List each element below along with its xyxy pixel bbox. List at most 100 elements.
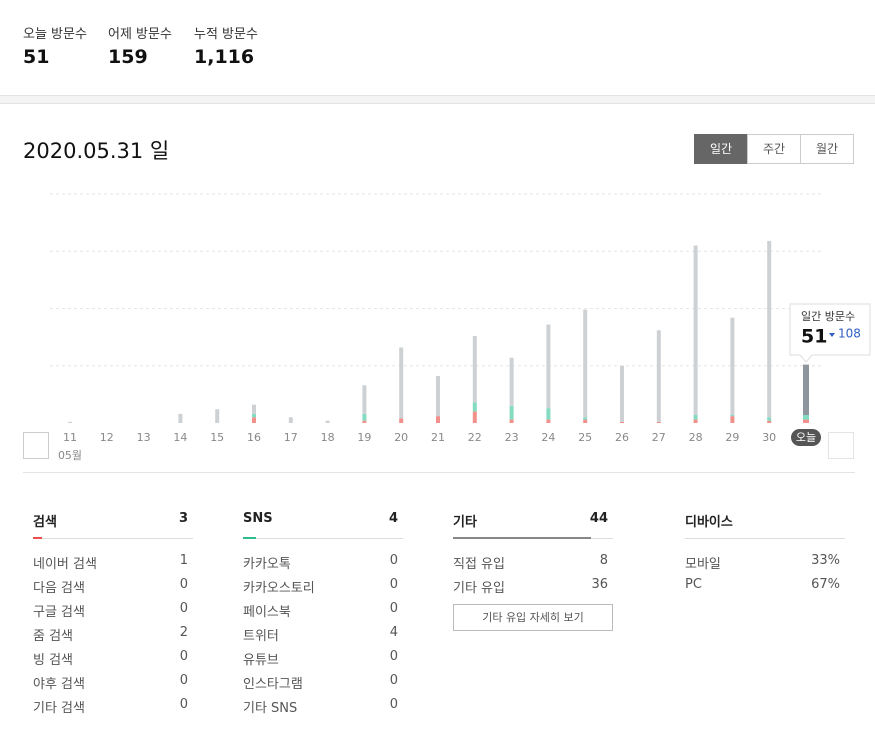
panel-underline: [685, 538, 845, 539]
row-value: 0: [389, 673, 398, 688]
panel-share-bar: [243, 537, 256, 539]
row-label: 모바일: [685, 557, 721, 572]
tooltip-value: 51: [801, 326, 827, 348]
panel-total: 3: [178, 511, 188, 526]
stat-label: 누적 방문수: [194, 27, 258, 42]
more-button[interactable]: 기타 유입 자세히 보기: [453, 604, 613, 631]
row-label: 유튜브: [243, 653, 279, 668]
bar-segment: [399, 418, 404, 423]
bar-segment: [656, 330, 661, 422]
row-value: 1: [179, 553, 188, 568]
bar-segment: [325, 420, 330, 423]
row-value: 0: [389, 601, 398, 616]
bar-segment: [583, 417, 588, 420]
divider-band: [0, 95, 875, 104]
x-tick-label: 23: [505, 431, 519, 444]
separator: [23, 472, 855, 473]
panel-share-bar: [33, 537, 43, 539]
row-value: 36: [591, 577, 608, 592]
panel-total: 44: [589, 511, 608, 526]
bar-segment: [803, 414, 809, 420]
x-tick-label: 19: [357, 431, 371, 444]
bar-segment: [436, 376, 440, 417]
x-tick-label: 15: [210, 431, 224, 444]
stat-value: 1,116: [194, 46, 255, 68]
bar-segment: [472, 411, 477, 423]
bar-segment: [509, 357, 514, 406]
next-button[interactable]: [828, 432, 854, 459]
bar-segment: [68, 421, 72, 423]
bar-segment: [436, 416, 440, 423]
row-label: 페이스북: [243, 605, 291, 620]
row-label: 다음 검색: [33, 581, 85, 596]
row-value: 8: [599, 553, 608, 568]
bar-segment: [620, 421, 624, 423]
row-value: 0: [389, 577, 398, 592]
x-tick-label: 12: [100, 431, 114, 444]
row-label: 야후 검색: [33, 677, 85, 692]
row-label: PC: [685, 577, 702, 592]
bar-segment: [215, 409, 220, 423]
bar-segment: [620, 365, 624, 422]
x-tick-label: 22: [468, 431, 482, 444]
x-tick-label: 17: [284, 431, 298, 444]
stat-label: 오늘 방문수: [23, 27, 87, 42]
row-label: 기타 SNS: [243, 701, 298, 716]
bar-segment: [693, 419, 698, 423]
row-value: 4: [389, 625, 398, 640]
x-tick-label: 25: [578, 431, 592, 444]
bar-segment: [399, 347, 404, 419]
tab[interactable]: 일간: [694, 134, 748, 164]
x-tick-label: 24: [541, 431, 555, 444]
tab[interactable]: 월간: [800, 134, 854, 164]
row-value: 67%: [811, 577, 840, 592]
bar-segment: [730, 414, 735, 417]
chart: 11 12 13 14 15 16 17 18 19 20 21 22 23 24 25 26 27 28 29 30…: [35, 193, 871, 462]
bar-segment: [767, 417, 772, 421]
x-tick-label: 21: [431, 431, 445, 444]
row-value: 0: [389, 553, 398, 568]
bar-segment: [252, 417, 256, 423]
today-pill: [791, 429, 821, 446]
row-label: 트위터: [243, 629, 279, 644]
bar-segment: [656, 421, 661, 423]
row-value: 0: [179, 673, 188, 688]
x-tick-label: 18: [321, 431, 335, 444]
row-value: 0: [389, 697, 398, 712]
panel-title: 기타: [453, 515, 477, 530]
bar-segment: [546, 324, 551, 409]
bar-segment: [767, 240, 772, 418]
row-value: 2: [179, 625, 188, 640]
panel-title: 디바이스: [685, 515, 733, 530]
tab[interactable]: 주간: [747, 134, 801, 164]
x-tick-label: 11: [63, 431, 77, 444]
row-label: 빙 검색: [33, 653, 74, 668]
panel-share-bar: [453, 537, 592, 539]
bar-segment: [178, 413, 183, 423]
month-label: 05월: [58, 449, 82, 462]
bar-segment: [730, 416, 735, 423]
x-tick-label: 27: [652, 431, 666, 444]
row-value: 0: [179, 649, 188, 664]
bar-segment: [362, 385, 367, 414]
bar-segment: [472, 402, 477, 412]
row-label: 네이버 검색: [33, 557, 97, 572]
bar-segment: [693, 245, 698, 415]
bar-segment: [252, 404, 256, 414]
bar-segment: [803, 364, 809, 415]
row-label: 인스타그램: [243, 677, 303, 692]
x-tick-label: 26: [615, 431, 629, 444]
prev-button[interactable]: [23, 432, 49, 459]
row-value: 0: [179, 601, 188, 616]
bar-segment: [509, 419, 514, 423]
bar-segment: [362, 420, 367, 423]
panel-underline: [243, 538, 403, 539]
bar-segment: [730, 317, 735, 415]
bar-segment: [472, 335, 477, 403]
tooltip-change: 108: [838, 327, 861, 341]
bar-segment: [583, 419, 588, 423]
x-tick-label: 28: [689, 431, 703, 444]
bar-segment: [546, 408, 551, 420]
